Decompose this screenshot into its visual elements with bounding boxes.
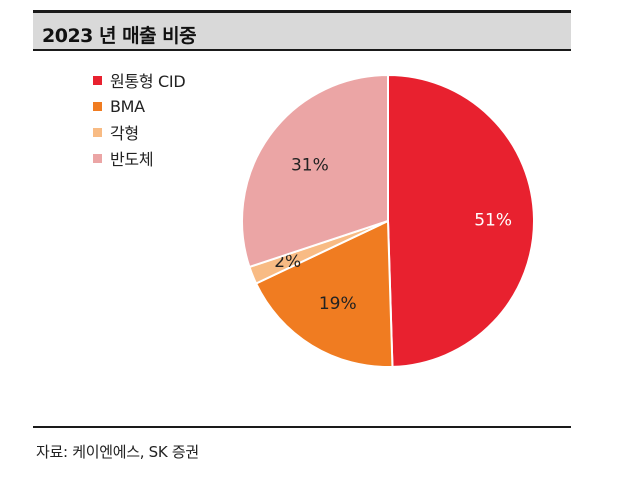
footer-divider [33,426,571,428]
legend-label: 원통형 CID [110,72,186,91]
legend-swatch [93,101,102,111]
legend-swatch [93,75,102,85]
legend-item-prismatic: 각형 [93,119,185,145]
slice-semiconductor [241,73,389,269]
chart-title: 2023 년 매출 비중 [42,25,197,47]
slice-bma [254,219,394,368]
source-note: 자료: 케이엔에스, SK 증권 [36,443,199,461]
legend: 원통형 CID BMA 각형 반도체 [93,67,186,171]
legend-item-cylindrical-cid: 원통형 CID [93,67,186,93]
data-label: 31% [291,156,329,176]
legend-label: 반도체 [110,150,154,169]
slice-cylindrical-cid [387,73,535,368]
legend-item-semiconductor: 반도체 [93,145,185,171]
chart-header: 2023 년 매출 비중 [33,10,571,51]
legend-item-bma: BMA [93,93,185,119]
legend-swatch [93,153,102,163]
data-label: 19% [319,294,357,314]
legend-label: BMA [110,96,145,116]
legend-label: 각형 [110,124,139,143]
legend-swatch [93,127,102,137]
data-label: 51% [474,210,512,230]
